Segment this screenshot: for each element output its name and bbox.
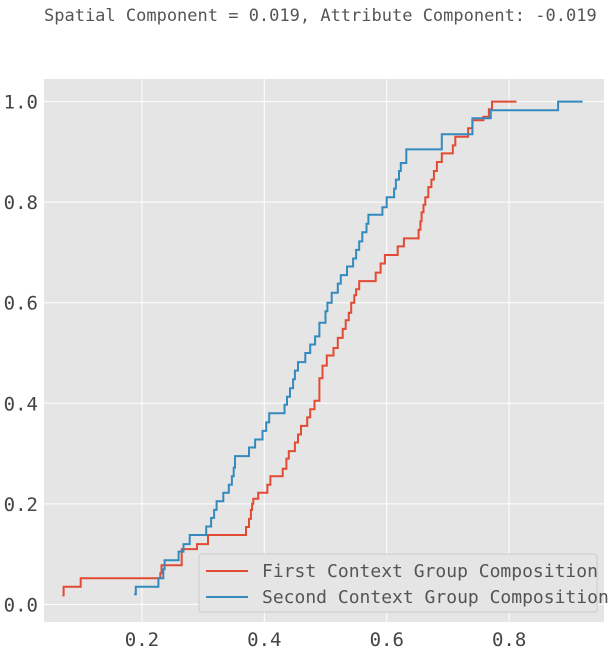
legend-box [198, 553, 598, 613]
x-tick-label: 0.2 [125, 629, 159, 651]
legend-label-second-context: Second Context Group Composition [262, 587, 609, 608]
chart-title: Spatial Component = 0.019, Attribute Com… [44, 6, 597, 26]
y-tick-label: 1.0 [4, 92, 38, 114]
series-lines [62, 100, 583, 597]
series-line-second-context [134, 100, 583, 596]
y-tick-label: 0.0 [4, 594, 38, 616]
plot-area [44, 79, 604, 622]
x-tick-label: 0.8 [492, 629, 526, 651]
x-tick-label: 0.6 [370, 629, 404, 651]
legend-label-first-context: First Context Group Composition [262, 561, 598, 582]
y-tick-label: 0.8 [4, 192, 38, 214]
y-tick-label: 0.2 [4, 494, 38, 516]
x-tick-label: 0.4 [247, 629, 281, 651]
tick-labels: 0.2 0.4 0.6 0.8 0.0 0.2 0.4 0.6 0.8 1.0 [4, 92, 527, 651]
y-tick-label: 0.6 [4, 293, 38, 315]
series-line-first-context [62, 100, 517, 597]
y-tick-label: 0.4 [4, 393, 38, 415]
legend: First Context Group Composition Second C… [198, 553, 609, 613]
